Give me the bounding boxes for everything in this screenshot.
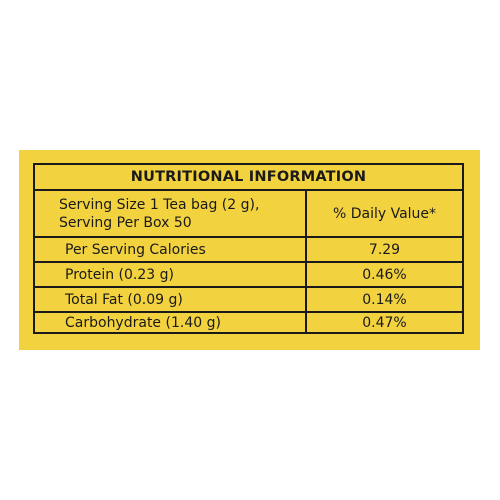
nutrient-value-cell: 0.14%	[307, 288, 462, 311]
nutrient-value: 0.47%	[362, 314, 407, 331]
nutrient-value: 0.14%	[362, 291, 407, 308]
nutrient-value-cell: 7.29	[307, 238, 462, 261]
nutrition-table: NUTRITIONAL INFORMATION Serving Size 1 T…	[33, 163, 464, 334]
nutrient-label: Protein (0.23 g)	[65, 266, 174, 283]
daily-value-header: % Daily Value*	[332, 205, 437, 222]
table-title-row: NUTRITIONAL INFORMATION	[35, 165, 462, 191]
table-row: Protein (0.23 g) 0.46%	[35, 263, 462, 288]
table-row: Carbohydrate (1.40 g) 0.47%	[35, 313, 462, 332]
nutrient-label-cell: Per Serving Calories	[35, 238, 307, 261]
serving-size-text: Serving Size 1 Tea bag (2 g),	[59, 196, 260, 213]
nutrient-label-cell: Total Fat (0.09 g)	[35, 288, 307, 311]
serving-row: Serving Size 1 Tea bag (2 g), Serving Pe…	[35, 191, 462, 238]
nutrient-value: 7.29	[368, 241, 401, 258]
table-title: NUTRITIONAL INFORMATION	[130, 169, 367, 185]
table-row: Per Serving Calories 7.29	[35, 238, 462, 263]
daily-value-header-cell: % Daily Value*	[307, 191, 462, 236]
table-row: Total Fat (0.09 g) 0.14%	[35, 288, 462, 313]
serving-info-cell: Serving Size 1 Tea bag (2 g), Serving Pe…	[35, 191, 307, 236]
nutrient-label-cell: Carbohydrate (1.40 g)	[35, 313, 307, 332]
servings-per-box-text: Serving Per Box 50	[59, 214, 192, 231]
nutrient-value-cell: 0.47%	[307, 313, 462, 332]
nutrient-value-cell: 0.46%	[307, 263, 462, 286]
nutrient-label: Total Fat (0.09 g)	[65, 291, 183, 308]
nutrition-panel: NUTRITIONAL INFORMATION Serving Size 1 T…	[19, 150, 480, 350]
nutrient-label: Carbohydrate (1.40 g)	[65, 314, 221, 331]
nutrient-label-cell: Protein (0.23 g)	[35, 263, 307, 286]
nutrient-label: Per Serving Calories	[65, 241, 206, 258]
nutrient-value: 0.46%	[362, 266, 407, 283]
